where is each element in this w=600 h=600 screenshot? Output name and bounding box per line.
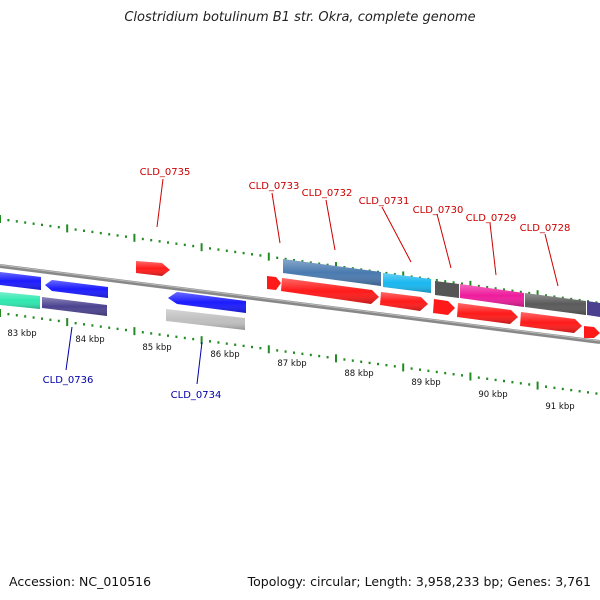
kbp-label: 86 kbp [210,350,239,360]
forward-bar-steel[interactable] [283,259,381,286]
kbp-label: 90 kbp [478,390,507,400]
gene-label-cld-0735: CLD_0735 [140,167,191,178]
forward-gene-cld-0735[interactable] [136,261,170,276]
forward-bar-magenta[interactable] [460,284,524,307]
forward-bar-cyan[interactable] [383,273,431,293]
gene-label-cld-0736: CLD_0736 [43,375,94,386]
forward-arrow-2[interactable] [380,292,428,311]
gene-label-cld-0734: CLD_0734 [171,390,222,401]
forward-bar-gray-1[interactable] [435,281,459,298]
reverse-bar-indigo[interactable] [42,297,107,316]
forward-arrow-6[interactable] [584,326,600,338]
reverse-arrow-cld-0736-pair[interactable] [45,280,108,298]
kbp-label: 91 kbp [545,402,574,412]
forward-arrow-4[interactable] [457,303,518,324]
forward-arrow-small-1[interactable] [267,276,281,290]
forward-arrow-3[interactable] [433,299,455,315]
reverse-arrow-cld-0734[interactable] [168,292,246,313]
kbp-label: 88 kbp [344,369,373,379]
leader-lines-bottom [65,326,203,385]
gene-label-cld-0731: CLD_0731 [359,196,410,207]
gene-label-cld-0732: CLD_0732 [302,188,353,199]
gene-label-cld-0733: CLD_0733 [249,181,300,192]
kbp-label: 87 kbp [277,359,306,369]
gene-label-cld-0729: CLD_0729 [466,213,517,224]
genome-backbone-highlight [0,264,600,342]
reverse-arrow-left-1[interactable] [0,272,41,290]
kbp-label: 83 kbp [7,329,36,339]
kbp-label: 85 kbp [142,343,171,353]
accession-text: Accession: NC_010516 [9,574,152,589]
reverse-bar-mint[interactable] [0,292,40,309]
map-title: Clostridium botulinum B1 str. Okra, comp… [124,10,476,25]
gene-label-cld-0730: CLD_0730 [413,205,464,216]
leader-lines-top [156,178,559,287]
kbp-label: 89 kbp [411,378,440,388]
forward-arrow-long-1[interactable] [281,278,379,304]
forward-bar-gray-2[interactable] [525,293,586,315]
lower-tick-track [0,309,598,395]
upper-tick-track [0,215,598,304]
genome-info-text: Topology: circular; Length: 3,958,233 bp… [247,574,591,589]
reverse-bar-silver[interactable] [166,309,245,330]
genome-backbone [0,264,600,344]
gene-label-cld-0728: CLD_0728 [520,223,571,234]
kbp-label: 84 kbp [75,335,104,345]
forward-bar-purple[interactable] [587,301,600,317]
forward-arrow-5[interactable] [520,312,582,333]
